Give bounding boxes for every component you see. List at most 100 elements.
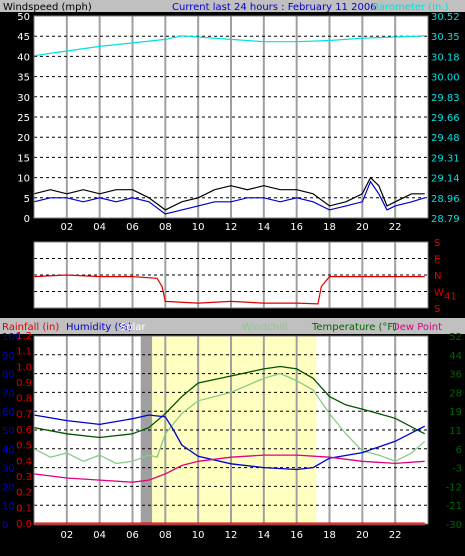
weather-x-tick: 22 (389, 530, 402, 541)
windspeed-y-tick: 40 (17, 52, 30, 63)
rainfall-y-tick: 0.4 (16, 456, 32, 467)
rainfall-y-tick: 1.2 (16, 331, 32, 342)
windspeed-y-tick: 5 (24, 194, 30, 205)
wind-x-tick: 02 (60, 222, 73, 233)
temperature-y-tick: 19 (449, 407, 462, 418)
direction-y-tick: W (434, 288, 444, 299)
temperature-y-tick: 28 (449, 388, 462, 399)
wind-x-tick: 08 (159, 222, 172, 233)
wind-series-line-0 (33, 35, 425, 57)
temperature-y-tick: 36 (449, 370, 462, 381)
windspeed-y-tick: 0 (24, 214, 30, 225)
temperature-y-tick: 11 (449, 426, 462, 437)
humidity-y-tick: 80 (2, 370, 15, 381)
wind-x-tick: 22 (389, 222, 402, 233)
humidity-y-tick: 10 (2, 501, 15, 512)
windspeed-y-tick: 15 (17, 153, 30, 164)
wind-x-tick: 12 (225, 222, 238, 233)
direction-y-tick: S (434, 238, 440, 249)
barometer-y-tick: 30.00 (431, 73, 460, 84)
wind-x-tick: 10 (192, 222, 205, 233)
direction-y-tick: N (434, 271, 441, 282)
barometer-y-tick: 28.79 (431, 214, 460, 225)
windspeed-y-tick: 50 (17, 12, 30, 23)
barometer-y-tick: 28.96 (431, 194, 460, 205)
barometer-y-tick: 29.66 (431, 113, 460, 124)
direction-y-tick: S (434, 304, 440, 315)
legend-entry: Windchill (242, 322, 287, 333)
windspeed-y-tick: 35 (17, 73, 30, 84)
temperature-humidity-plot: Rainfall (in) Humidity (%)Solar Windchill T… (2, 322, 462, 541)
windspeed-y-tick: 45 (17, 32, 30, 43)
barometer-y-tick: 29.31 (431, 153, 460, 164)
wind-x-tick: 16 (290, 222, 303, 233)
barometer-y-tick: 29.14 (431, 174, 460, 185)
solar-band (140, 336, 153, 524)
weather-panel-header (0, 318, 465, 334)
windspeed-y-tick: 25 (17, 113, 30, 124)
weather-x-tick: 12 (225, 530, 238, 541)
rainfall-y-tick: 0.8 (16, 394, 32, 405)
direction-series-line-0 (33, 274, 425, 305)
windspeed-y-tick: 20 (17, 133, 30, 144)
barometer-y-tick: 30.35 (431, 32, 460, 43)
wind-plot-border (33, 15, 429, 219)
humidity-y-tick: 100 (2, 332, 21, 343)
barometer-y-tick: 29.83 (431, 93, 460, 104)
barometer-y-tick: 29.48 (431, 133, 460, 144)
weather-x-tick: 18 (323, 530, 336, 541)
rainfall-y-tick: 1.0 (16, 362, 32, 373)
weather-x-tick: 14 (257, 530, 270, 541)
humidity-y-tick: 40 (2, 445, 15, 456)
rainfall-y-tick: 0.3 (16, 472, 32, 483)
wind-panel-header (0, 0, 465, 12)
wind-x-tick: 06 (126, 222, 139, 233)
legend-entry: Humidity (%) (66, 322, 132, 333)
wind-series-line-2 (33, 176, 425, 211)
rainfall-y-tick: 0.6 (16, 425, 32, 436)
weather-x-tick: 16 (290, 530, 303, 541)
legend-entry: Dew Point (392, 322, 442, 333)
weather-x-tick: 02 (60, 530, 73, 541)
temperature-y-tick: -30 (446, 520, 462, 531)
windspeed-y-tick: 10 (17, 174, 30, 185)
rainfall-y-tick: 0.2 (16, 488, 32, 499)
weather-series-line-2 (33, 414, 425, 471)
wind-series-line-1 (33, 180, 425, 215)
rainfall-y-tick: 0.1 (16, 503, 32, 514)
humidity-y-tick: 30 (2, 464, 15, 475)
humidity-y-tick: 70 (2, 388, 15, 399)
temperature-y-tick: -3 (452, 464, 462, 475)
weather-plot-border (33, 335, 429, 525)
weather-series-line-3 (33, 454, 425, 483)
weather-x-tick: 10 (192, 530, 205, 541)
barometer-y-tick: 30.18 (431, 52, 460, 63)
wind-x-tick: 04 (93, 222, 106, 233)
weather-x-tick: 04 (93, 530, 106, 541)
windspeed-axis-label: Windspeed (mph) (3, 2, 92, 13)
barometer-y-tick: 30.52 (431, 12, 460, 23)
temperature-y-tick: 44 (449, 351, 462, 362)
weather-x-tick: 20 (356, 530, 369, 541)
weather-x-tick: 08 (159, 530, 172, 541)
legend-entry: Rainfall (in) (2, 322, 59, 333)
legend-entry: Solar (120, 322, 146, 333)
wind-x-tick: 14 (257, 222, 270, 233)
direction-y-tick: E (434, 255, 440, 266)
wind-x-tick: 18 (323, 222, 336, 233)
temperature-y-tick: 52 (449, 332, 462, 343)
direction-current-value: 41 (444, 292, 457, 303)
legend-entry: Temperature (°F) (311, 322, 397, 333)
rainfall-y-tick: 0.5 (16, 441, 32, 452)
humidity-y-tick: 90 (2, 351, 15, 362)
wind-x-tick: 20 (356, 222, 369, 233)
rainfall-y-tick: 0.9 (16, 378, 32, 389)
barometer-axis-label: Barometer (in.) (372, 2, 448, 13)
direction-plot-border (33, 241, 429, 309)
windspeed-y-tick: 30 (17, 93, 30, 104)
humidity-y-tick: 50 (2, 426, 15, 437)
chart-title: Current last 24 hours : February 11 2006 (172, 2, 377, 13)
wind-barometer-plot: 02 04 06 08 10 12 14 16 18 20 22 0 5 10 15 20 25 30 35 40 45… (17, 12, 459, 233)
rainfall-y-tick: 1.1 (16, 347, 32, 358)
